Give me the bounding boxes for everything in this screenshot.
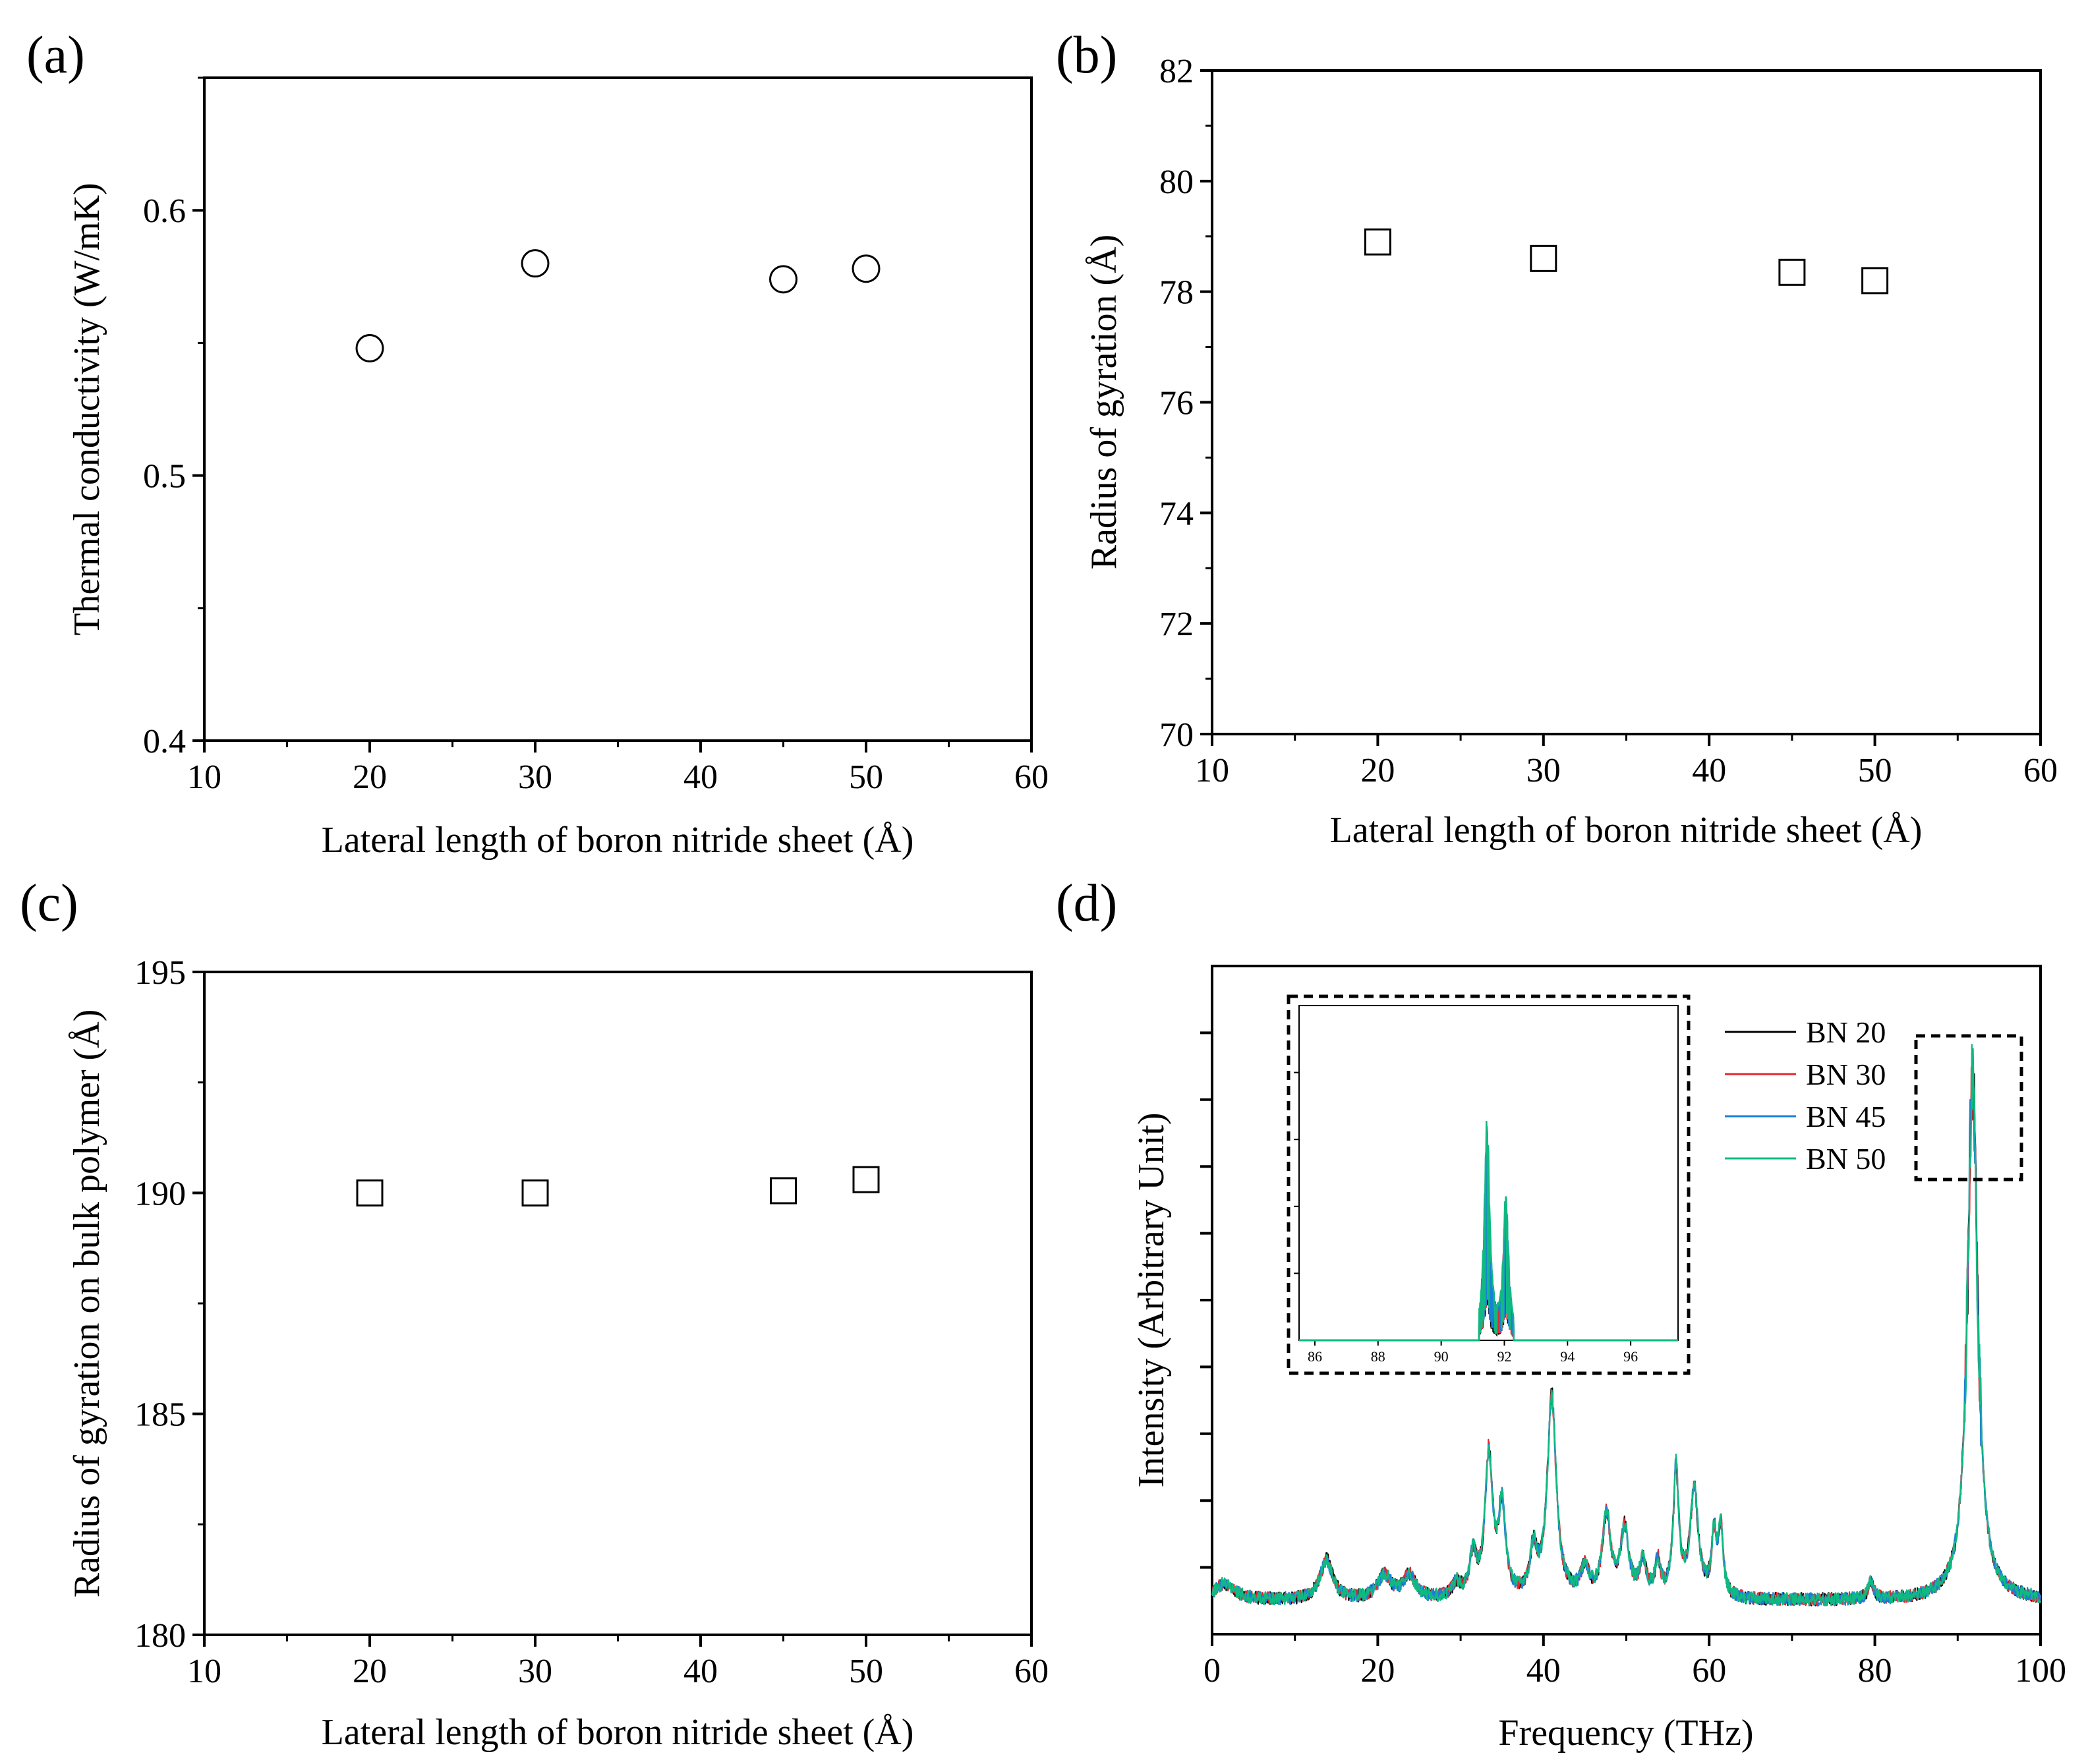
data-points-a bbox=[355, 249, 881, 362]
x-tick-label-d: 60 bbox=[1692, 1652, 1726, 1690]
inset-x-tick-label: 94 bbox=[1560, 1348, 1575, 1365]
x-tick-label-b: 30 bbox=[1526, 752, 1561, 789]
zoom-region-box bbox=[1914, 1034, 2023, 1181]
data-point-b bbox=[1364, 228, 1391, 256]
data-point-c bbox=[852, 1166, 880, 1193]
x-tick-label-d: 40 bbox=[1526, 1652, 1561, 1690]
inset-x-tick-label: 96 bbox=[1623, 1348, 1638, 1365]
panel-label-d: (d) bbox=[1056, 874, 1117, 932]
y-tick-label-a: 0.4 bbox=[143, 723, 186, 760]
panel-label-b: (b) bbox=[1056, 26, 1117, 84]
x-tick-label-b: 20 bbox=[1360, 752, 1395, 789]
x-tick-label-b: 10 bbox=[1195, 752, 1229, 789]
x-tick-label-a: 20 bbox=[353, 758, 387, 796]
y-axis-label-b: Radius of gyration (Å) bbox=[1084, 235, 1124, 570]
inset-axes: 86 88 90 92 94 96 bbox=[1294, 1071, 1638, 1365]
inset-spectrum-lines bbox=[1299, 1120, 1678, 1342]
data-point-b bbox=[1530, 244, 1557, 272]
panel-label-c: (c) bbox=[20, 874, 78, 932]
y-tick-label-b: 74 bbox=[1159, 495, 1194, 532]
axes-d: 0 20 40 60 80 100 bbox=[1200, 1031, 2066, 1690]
spectrum-line-bn50 bbox=[1211, 1043, 2042, 1607]
inset-spectrum-line-bn50 bbox=[1299, 1120, 1678, 1342]
y-tick-label-c: 195 bbox=[134, 954, 186, 992]
spectrum-lines-d bbox=[1211, 1043, 2042, 1607]
y-tick-label-b: 80 bbox=[1159, 163, 1194, 201]
y-tick-label-c: 185 bbox=[134, 1396, 186, 1434]
inset-x-tick-label: 92 bbox=[1497, 1348, 1511, 1365]
x-tick-label-d: 100 bbox=[2015, 1652, 2066, 1690]
data-point-b bbox=[1778, 258, 1806, 286]
y-axis-label-c: Radius of gyration on bulk polymer (Å) bbox=[67, 1010, 107, 1598]
data-points-c bbox=[356, 1166, 880, 1207]
inset-x-tick-label: 86 bbox=[1308, 1348, 1322, 1365]
data-point-c bbox=[770, 1177, 797, 1205]
x-tick-label-a: 60 bbox=[1014, 758, 1049, 796]
x-tick-label-b: 40 bbox=[1692, 752, 1726, 789]
x-tick-label-c: 60 bbox=[1014, 1653, 1049, 1690]
y-tick-label-b: 70 bbox=[1159, 716, 1194, 754]
data-point-b bbox=[1861, 267, 1889, 295]
inset-frame bbox=[1298, 1005, 1679, 1341]
panel-b: (b) 10 20 30 40 50 60 70 72 74 76 78 80 82 Lateral l… bbox=[1056, 26, 2058, 851]
x-tick-label-c: 10 bbox=[187, 1653, 221, 1690]
data-point-a bbox=[355, 333, 384, 362]
x-tick-label-c: 40 bbox=[683, 1653, 718, 1690]
x-tick-label-b: 50 bbox=[1858, 752, 1892, 789]
x-tick-label-d: 80 bbox=[1858, 1652, 1892, 1690]
data-point-c bbox=[356, 1179, 384, 1207]
y-axis-label-d: Intensity (Arbitrary Unit) bbox=[1131, 1112, 1172, 1487]
x-axis-label-b: Lateral length of boron nitride sheet (Å… bbox=[1330, 810, 1923, 851]
x-tick-label-b: 60 bbox=[2023, 752, 2058, 789]
y-tick-label-c: 180 bbox=[134, 1617, 186, 1655]
data-point-a bbox=[521, 249, 550, 278]
data-point-a bbox=[852, 254, 881, 283]
x-axis-label-d: Frequency (THz) bbox=[1498, 1713, 1753, 1753]
y-tick-label-a: 0.5 bbox=[143, 458, 186, 496]
panel-label-a: (a) bbox=[26, 26, 85, 84]
y-tick-label-b: 76 bbox=[1159, 385, 1194, 422]
x-tick-label-c: 30 bbox=[518, 1653, 552, 1690]
y-tick-label-b: 82 bbox=[1159, 53, 1194, 90]
x-tick-label-c: 50 bbox=[849, 1653, 883, 1690]
legend: BN 20 BN 30 BN 45 BN 50 bbox=[1725, 1015, 1886, 1176]
y-axis-label-a: Thermal conductivity (W/mK) bbox=[67, 183, 107, 635]
x-tick-label-a: 30 bbox=[518, 758, 552, 796]
x-tick-label-a: 40 bbox=[683, 758, 718, 796]
legend-label-bn50: BN 50 bbox=[1806, 1142, 1886, 1176]
x-tick-label-c: 20 bbox=[353, 1653, 387, 1690]
y-tick-label-b: 78 bbox=[1159, 274, 1194, 312]
y-tick-label-c: 190 bbox=[134, 1175, 186, 1212]
y-tick-label-a: 0.6 bbox=[143, 192, 186, 230]
panel-a: (a) 10 20 30 40 50 60 0.4 0.5 0.6 Lateral length… bbox=[26, 26, 1049, 861]
x-tick-label-d: 0 bbox=[1204, 1652, 1221, 1690]
legend-label-bn20: BN 20 bbox=[1806, 1015, 1886, 1049]
inset-x-tick-label: 88 bbox=[1371, 1348, 1385, 1365]
axes-c: 10 20 30 40 50 60 180 185 190 195 bbox=[134, 954, 1049, 1690]
data-points-b bbox=[1364, 228, 1889, 295]
x-tick-label-a: 10 bbox=[187, 758, 221, 796]
x-tick-label-d: 20 bbox=[1360, 1652, 1395, 1690]
panel-c: (c) 10 20 30 40 50 60 180 185 190 195 Lateral len… bbox=[20, 874, 1049, 1753]
panel-d: (d) 0 20 40 60 80 100 86 88 90 92 94 96 BN 20 BN 3… bbox=[1056, 874, 2066, 1753]
x-tick-label-a: 50 bbox=[849, 758, 883, 796]
legend-label-bn30: BN 30 bbox=[1806, 1058, 1886, 1091]
axes-b: 10 20 30 40 50 60 70 72 74 76 78 80 82 bbox=[1159, 53, 2058, 789]
data-point-a bbox=[769, 265, 798, 294]
data-point-c bbox=[521, 1179, 549, 1207]
axes-a: 10 20 30 40 50 60 0.4 0.5 0.6 bbox=[143, 76, 1049, 796]
x-axis-label-a: Lateral length of boron nitride sheet (Å… bbox=[322, 820, 914, 861]
inset-x-tick-label: 90 bbox=[1434, 1348, 1449, 1365]
x-axis-label-c: Lateral length of boron nitride sheet (Å… bbox=[322, 1712, 914, 1753]
y-tick-label-b: 72 bbox=[1159, 606, 1194, 643]
legend-label-bn45: BN 45 bbox=[1806, 1100, 1886, 1133]
